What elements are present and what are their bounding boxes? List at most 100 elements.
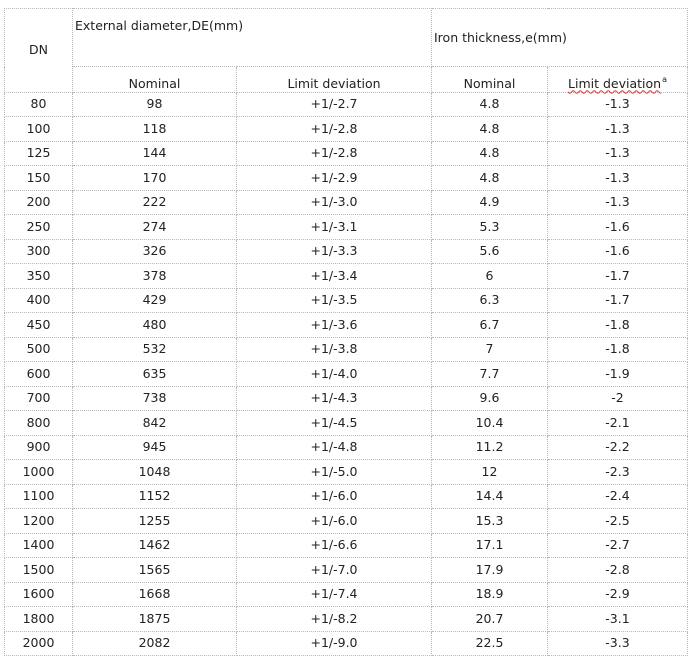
iron-nominal-cell: 7.7 xyxy=(431,361,548,387)
iron-nominal-cell: 22.5 xyxy=(431,630,548,656)
external-deviation-cell: +1/-4.0 xyxy=(236,361,432,387)
iron-deviation-cell: -2.9 xyxy=(547,581,688,607)
table-row: 1800 1875 +1/-8.2 20.7 -3.1 xyxy=(4,606,688,632)
iron-deviation-cell: -1.3 xyxy=(547,91,688,117)
iron-nominal-cell: 4.9 xyxy=(431,189,548,215)
table-row: 200 222 +1/-3.0 4.9 -1.3 xyxy=(4,189,688,215)
external-deviation-cell: +1/-7.0 xyxy=(236,557,432,583)
dn-cell: 1600 xyxy=(4,581,73,607)
table-row: 150 170 +1/-2.9 4.8 -1.3 xyxy=(4,165,688,191)
table-row: 100 118 +1/-2.8 4.8 -1.3 xyxy=(4,116,688,142)
external-deviation-cell: +1/-3.4 xyxy=(236,263,432,289)
dn-cell: 100 xyxy=(4,116,73,142)
external-deviation-cell: +1/-2.7 xyxy=(236,91,432,117)
dn-cell: 250 xyxy=(4,214,73,240)
external-deviation-cell: +1/-3.1 xyxy=(236,214,432,240)
external-nominal-cell: 1152 xyxy=(72,483,237,509)
table-row: 1000 1048 +1/-5.0 12 -2.3 xyxy=(4,459,688,485)
pipe-dimension-table-container: DN External diameter,DE(mm) Iron thickne… xyxy=(4,8,688,656)
iron-deviation-cell: -2.7 xyxy=(547,532,688,558)
external-nominal-cell: 1668 xyxy=(72,581,237,607)
dn-cell: 900 xyxy=(4,434,73,460)
external-deviation-cell: +1/-4.3 xyxy=(236,385,432,411)
external-nominal-cell: 118 xyxy=(72,116,237,142)
dn-cell: 1200 xyxy=(4,508,73,534)
dn-cell: 150 xyxy=(4,165,73,191)
external-nominal-cell: 326 xyxy=(72,238,237,264)
table-row: 900 945 +1/-4.8 11.2 -2.2 xyxy=(4,434,688,460)
external-nominal-cell: 842 xyxy=(72,410,237,436)
iron-nominal-cell: 7 xyxy=(431,336,548,362)
iron-deviation-cell: -3.3 xyxy=(547,630,688,656)
dn-cell: 80 xyxy=(4,91,73,117)
pipe-dimension-table: DN External diameter,DE(mm) Iron thickne… xyxy=(4,8,688,656)
iron-nominal-cell: 14.4 xyxy=(431,483,548,509)
external-nominal-cell: 378 xyxy=(72,263,237,289)
table-row: 800 842 +1/-4.5 10.4 -2.1 xyxy=(4,410,688,436)
iron-deviation-cell: -1.8 xyxy=(547,336,688,362)
dn-cell: 800 xyxy=(4,410,73,436)
iron-nominal-cell: 18.9 xyxy=(431,581,548,607)
external-nominal-cell: 274 xyxy=(72,214,237,240)
external-nominal-cell: 98 xyxy=(72,91,237,117)
external-deviation-cell: +1/-6.0 xyxy=(236,483,432,509)
external-deviation-cell: +1/-3.0 xyxy=(236,189,432,215)
dn-cell: 600 xyxy=(4,361,73,387)
external-nominal-cell: 945 xyxy=(72,434,237,460)
external-nominal-cell: 532 xyxy=(72,336,237,362)
dn-cell: 1400 xyxy=(4,532,73,558)
external-nominal-cell: 1565 xyxy=(72,557,237,583)
header-row-sub: Nominal Limit deviation Nominal Limit de… xyxy=(5,66,688,93)
external-nominal-cell: 635 xyxy=(72,361,237,387)
external-nominal-cell: 1048 xyxy=(72,459,237,485)
dn-cell: 200 xyxy=(4,189,73,215)
dn-cell: 700 xyxy=(4,385,73,411)
dn-cell: 450 xyxy=(4,312,73,338)
table-row: 350 378 +1/-3.4 6 -1.7 xyxy=(4,263,688,289)
iron-nominal-cell: 5.6 xyxy=(431,238,548,264)
iron-nominal-cell: 17.1 xyxy=(431,532,548,558)
iron-nominal-cell: 6.7 xyxy=(431,312,548,338)
dn-cell: 500 xyxy=(4,336,73,362)
external-deviation-cell: +1/-3.3 xyxy=(236,238,432,264)
dn-cell: 300 xyxy=(4,238,73,264)
dn-cell: 2000 xyxy=(4,630,73,656)
dn-cell: 1000 xyxy=(4,459,73,485)
iron-deviation-cell: -2.5 xyxy=(547,508,688,534)
dn-cell: 1100 xyxy=(4,483,73,509)
external-limit-deviation-header: Limit deviation xyxy=(236,66,432,93)
external-deviation-cell: +1/-3.8 xyxy=(236,336,432,362)
iron-nominal-cell: 15.3 xyxy=(431,508,548,534)
dn-header: DN xyxy=(4,8,73,93)
external-deviation-cell: +1/-2.8 xyxy=(236,116,432,142)
iron-deviation-cell: -1.7 xyxy=(547,263,688,289)
dn-cell: 125 xyxy=(4,140,73,166)
dn-cell: 350 xyxy=(4,263,73,289)
iron-nominal-cell: 10.4 xyxy=(431,410,548,436)
iron-deviation-cell: -1.3 xyxy=(547,140,688,166)
iron-deviation-cell: -1.9 xyxy=(547,361,688,387)
iron-deviation-cell: -2.1 xyxy=(547,410,688,436)
header-row-group: DN External diameter,DE(mm) Iron thickne… xyxy=(4,8,688,93)
external-deviation-cell: +1/-3.6 xyxy=(236,312,432,338)
external-nominal-cell: 1875 xyxy=(72,606,237,632)
iron-deviation-cell: -3.1 xyxy=(547,606,688,632)
iron-deviation-cell: -1.8 xyxy=(547,312,688,338)
iron-nominal-cell: 11.2 xyxy=(431,434,548,460)
table-row: 600 635 +1/-4.0 7.7 -1.9 xyxy=(4,361,688,387)
table-row: 450 480 +1/-3.6 6.7 -1.8 xyxy=(4,312,688,338)
external-nominal-cell: 1255 xyxy=(72,508,237,534)
iron-nominal-cell: 9.6 xyxy=(431,385,548,411)
iron-nominal-cell: 4.8 xyxy=(431,140,548,166)
footnote-mark: a xyxy=(662,75,667,85)
table-row: 300 326 +1/-3.3 5.6 -1.6 xyxy=(4,238,688,264)
iron-limit-deviation-header: Limit deviationa xyxy=(547,66,688,93)
table-row: 700 738 +1/-4.3 9.6 -2 xyxy=(4,385,688,411)
dn-cell: 400 xyxy=(4,287,73,313)
iron-nominal-cell: 4.8 xyxy=(431,165,548,191)
external-deviation-cell: +1/-2.9 xyxy=(236,165,432,191)
external-nominal-cell: 429 xyxy=(72,287,237,313)
table-row: 125 144 +1/-2.8 4.8 -1.3 xyxy=(4,140,688,166)
external-nominal-cell: 144 xyxy=(72,140,237,166)
iron-nominal-cell: 6 xyxy=(431,263,548,289)
